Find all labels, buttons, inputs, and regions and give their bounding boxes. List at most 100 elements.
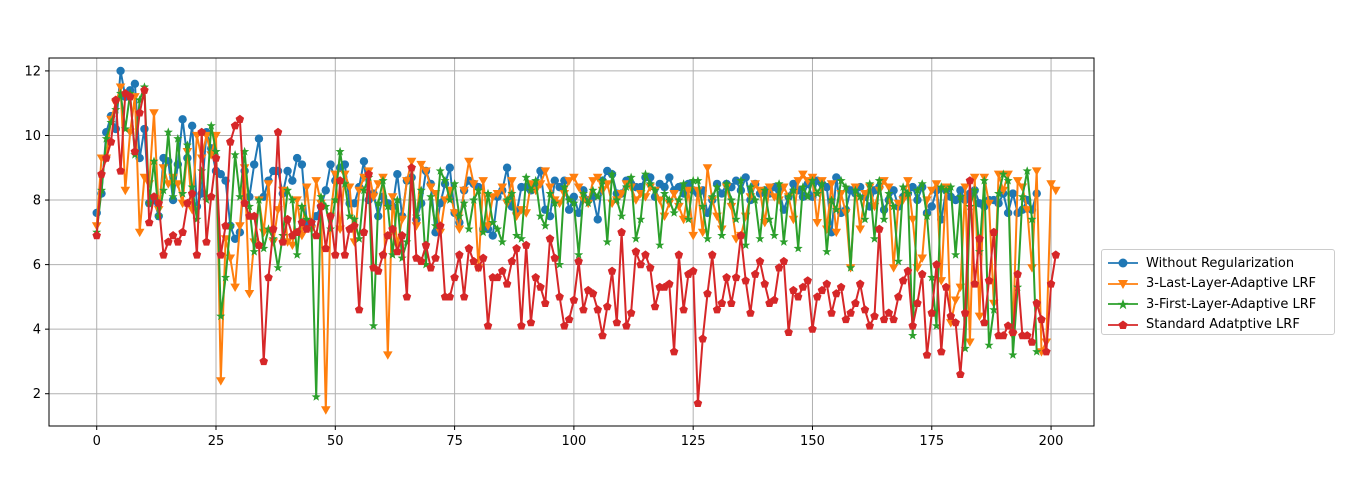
data-point — [521, 172, 531, 182]
data-point — [340, 179, 350, 188]
data-point — [965, 176, 975, 185]
data-point — [474, 263, 483, 272]
y-tick-label: 4 — [33, 323, 41, 338]
data-point — [278, 237, 288, 246]
data-point — [326, 160, 335, 169]
data-point — [149, 156, 159, 166]
data-point — [230, 283, 240, 292]
data-point — [1051, 186, 1061, 196]
data-point — [593, 305, 602, 314]
data-point — [674, 250, 684, 259]
data-point — [221, 272, 231, 282]
data-point — [951, 250, 961, 259]
data-point — [865, 179, 875, 188]
data-point — [340, 250, 350, 259]
data-point — [860, 190, 870, 199]
data-point — [645, 179, 655, 188]
data-point — [469, 195, 479, 204]
data-point — [588, 289, 598, 298]
data-point — [927, 186, 937, 196]
data-point — [144, 218, 154, 227]
y-tick-label: 12 — [24, 64, 41, 79]
data-point — [225, 221, 235, 230]
data-point — [288, 176, 297, 185]
data-point — [206, 121, 216, 130]
series-3 — [92, 82, 1042, 401]
data-point — [803, 276, 812, 285]
data-point — [683, 186, 694, 196]
data-point — [784, 327, 793, 336]
data-point — [851, 298, 860, 307]
data-point — [311, 392, 321, 401]
data-point — [140, 85, 149, 94]
data-point — [760, 185, 770, 195]
data-point — [130, 147, 140, 156]
data-point — [717, 298, 727, 307]
data-point — [664, 199, 675, 209]
data-point — [459, 186, 469, 196]
data-point — [311, 231, 321, 240]
data-point — [889, 201, 899, 211]
data-point — [373, 180, 383, 189]
data-point — [316, 192, 326, 201]
data-point — [359, 185, 369, 195]
data-point — [535, 180, 546, 189]
data-point — [894, 292, 903, 301]
data-point — [731, 176, 741, 185]
data-point — [197, 127, 206, 136]
data-point — [736, 231, 746, 240]
legend-item-standard-adaptive: Standard Adatptive LRF — [1108, 315, 1334, 336]
x-tick-label: 25 — [208, 434, 225, 449]
data-point — [478, 177, 488, 186]
data-point — [779, 256, 789, 265]
data-point — [550, 253, 560, 262]
data-point — [383, 351, 393, 360]
data-point — [770, 295, 779, 304]
data-point — [1012, 177, 1023, 186]
series-4 — [92, 85, 1061, 407]
data-point — [374, 266, 383, 275]
data-point — [292, 227, 302, 236]
data-point — [612, 195, 622, 204]
data-point — [913, 298, 922, 307]
data-point — [1027, 337, 1037, 346]
data-point — [879, 315, 889, 324]
data-point — [603, 302, 612, 311]
data-point — [660, 188, 670, 198]
data-point — [974, 312, 985, 321]
data-point — [884, 308, 894, 317]
data-point — [555, 292, 564, 301]
data-point — [559, 182, 569, 191]
data-point — [492, 190, 503, 199]
data-point — [383, 201, 393, 211]
data-point — [879, 214, 889, 224]
data-point — [541, 298, 550, 307]
data-point — [168, 195, 178, 205]
data-point — [373, 198, 383, 208]
data-point — [302, 214, 312, 224]
data-point — [316, 202, 326, 211]
data-point — [263, 224, 274, 233]
data-point — [803, 192, 813, 201]
data-point — [230, 121, 240, 130]
data-point — [708, 250, 717, 259]
data-point — [321, 186, 330, 195]
data-point — [283, 185, 293, 195]
data-point — [445, 292, 455, 301]
data-point — [512, 244, 521, 253]
y-tick-label: 10 — [24, 129, 41, 144]
data-point — [101, 133, 111, 143]
data-point — [669, 347, 679, 356]
data-point — [1003, 321, 1013, 330]
data-point — [822, 246, 832, 256]
data-point — [425, 183, 436, 192]
data-point — [536, 282, 545, 291]
data-point — [573, 183, 584, 192]
data-point — [612, 318, 622, 327]
legend-label: Without Regularization — [1146, 255, 1295, 271]
data-point — [884, 183, 894, 192]
data-point — [164, 237, 173, 246]
data-point — [1032, 298, 1041, 307]
data-point — [937, 347, 946, 356]
data-point — [951, 195, 960, 205]
